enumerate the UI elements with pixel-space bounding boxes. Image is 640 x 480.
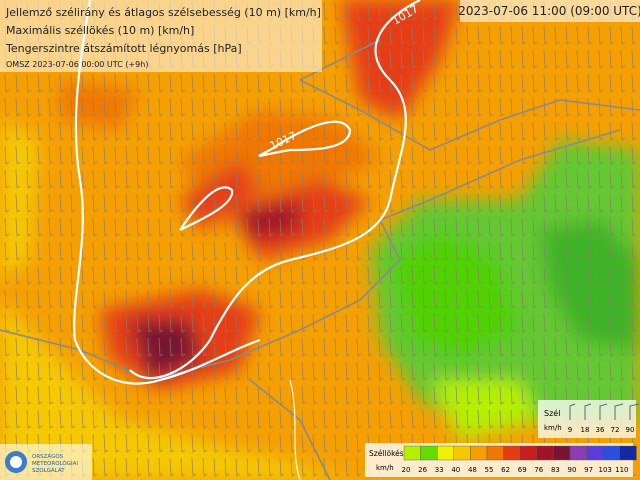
logo-text: SZOLGÁLAT bbox=[32, 467, 65, 474]
barb-icon bbox=[599, 403, 608, 420]
barb-icon bbox=[584, 403, 592, 420]
wind-tick-label: 90 bbox=[626, 426, 635, 434]
gust-tick-label: 55 bbox=[485, 466, 494, 474]
color-swatch bbox=[437, 445, 455, 461]
color-swatch bbox=[569, 445, 587, 461]
gust-legend: Széllökés km/h 20 26 33 40 48 55 62 69 76 83 90 97 1… bbox=[365, 443, 637, 477]
barb-icon bbox=[614, 403, 624, 420]
logo-text: METEOROLÓGIAI bbox=[32, 460, 78, 467]
gust-tick-label: 90 bbox=[568, 466, 577, 474]
wind-tick-label: 18 bbox=[581, 426, 590, 434]
gust-tick-label: 62 bbox=[501, 466, 510, 474]
gust-tick-label: 33 bbox=[435, 466, 444, 474]
color-swatch bbox=[619, 445, 637, 461]
gust-legend-title: Széllökés bbox=[369, 449, 404, 458]
gust-tick-label: 103 bbox=[599, 466, 612, 474]
header-box bbox=[0, 0, 322, 72]
color-swatch bbox=[403, 445, 421, 461]
borders bbox=[0, 39, 640, 480]
gust-tick-label: 48 bbox=[468, 466, 477, 474]
gust-tick-label: 69 bbox=[518, 466, 527, 474]
barb-icon bbox=[569, 403, 576, 420]
color-swatch bbox=[586, 445, 604, 461]
valid-time: 2023-07-06 11:00 (09:00 UTC) bbox=[458, 4, 640, 18]
barb-icon bbox=[629, 403, 640, 420]
header-line: Jellemző szélirány és átlagos szélsebess… bbox=[5, 6, 321, 19]
gust-tick-label: 26 bbox=[418, 466, 427, 474]
color-swatch bbox=[553, 445, 571, 461]
logo: ORSZÁGOS METEOROLÓGIAI SZOLGÁLAT bbox=[0, 444, 92, 480]
gust-legend-unit: km/h bbox=[376, 464, 394, 472]
isobars bbox=[73, 0, 421, 480]
header-line: Tengerszintre átszámított légnyomás [hPa… bbox=[5, 42, 242, 55]
gust-tick-label: 40 bbox=[451, 466, 460, 474]
color-swatch bbox=[503, 445, 521, 461]
color-swatch bbox=[486, 445, 504, 461]
wind-tick-label: 72 bbox=[611, 426, 620, 434]
time-box bbox=[460, 0, 640, 22]
color-swatch bbox=[536, 445, 554, 461]
wind-tick-label: 36 bbox=[596, 426, 605, 434]
gust-tick-label: 83 bbox=[551, 466, 560, 474]
wind-legend: Szél km/h 9 18 36 72 90 bbox=[538, 400, 640, 438]
wind-legend-title: Szél bbox=[544, 408, 560, 418]
run-info: OMSZ 2023-07-06 00:00 UTC (+9h) bbox=[6, 60, 148, 69]
color-swatch bbox=[603, 445, 621, 461]
color-swatch bbox=[520, 445, 538, 461]
gust-tick-label: 76 bbox=[534, 466, 543, 474]
color-swatch bbox=[453, 445, 471, 461]
header: Jellemző szélirány és átlagos szélsebess… bbox=[5, 6, 321, 69]
color-swatch bbox=[420, 445, 438, 461]
logo-text: ORSZÁGOS bbox=[32, 453, 64, 460]
gust-tick-label: 20 bbox=[402, 466, 411, 474]
wind-legend-unit: km/h bbox=[544, 424, 562, 432]
gust-tick-label: 97 bbox=[584, 466, 593, 474]
gust-tick-label: 110 bbox=[615, 466, 628, 474]
color-swatch bbox=[470, 445, 488, 461]
wind-tick-label: 9 bbox=[568, 426, 572, 434]
header-line: Maximális széllökés (10 m) [km/h] bbox=[6, 24, 194, 37]
